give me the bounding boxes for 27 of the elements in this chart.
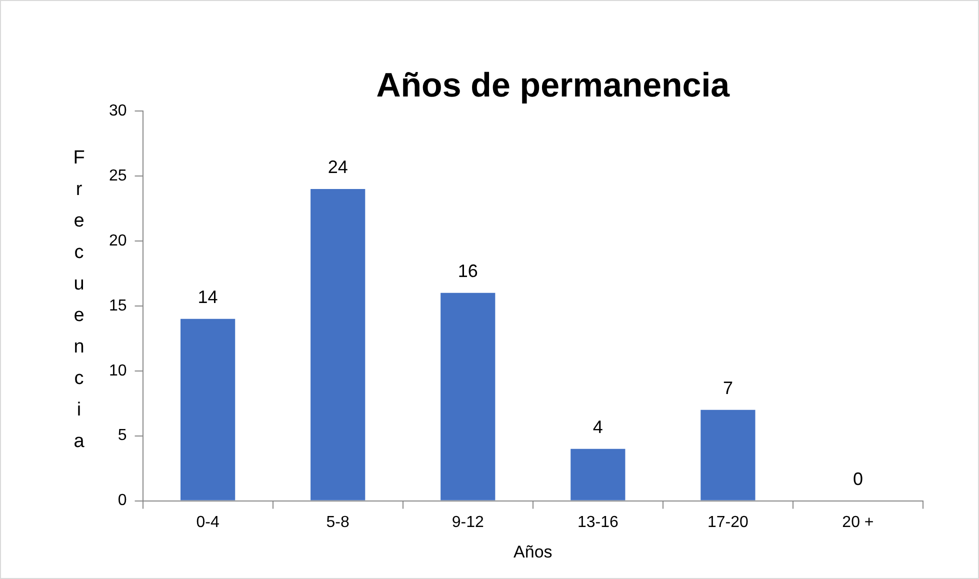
y-tick-label: 10 [109, 362, 127, 380]
x-axis-title: Años [514, 542, 552, 562]
data-label: 0 [852, 468, 863, 489]
y-tick-label: 20 [109, 232, 127, 250]
chart-title: Años de permanencia [376, 66, 731, 104]
x-tick-label: 13-16 [577, 514, 618, 531]
x-tick-label: 9-12 [452, 514, 484, 531]
bar [570, 448, 626, 500]
y-tick-label: 15 [109, 297, 127, 314]
x-tick-label: 0-4 [196, 514, 220, 531]
y-tick-label: 25 [109, 167, 127, 184]
data-label: 4 [592, 416, 603, 437]
bar [310, 188, 366, 500]
text: Frecuencia [73, 147, 85, 452]
x-tick-label: 17-20 [707, 514, 749, 531]
y-tick-label: 30 [109, 102, 127, 120]
y-tick-label: 5 [118, 427, 127, 444]
y-tick-label: 0 [118, 492, 127, 510]
bar [180, 318, 236, 500]
bar [700, 410, 756, 500]
x-tick-label: 20 + [842, 514, 874, 531]
data-label: 24 [328, 156, 348, 177]
x-tick-label: 5-8 [326, 514, 350, 531]
bar [440, 292, 496, 500]
data-label: 16 [458, 260, 478, 281]
data-label: 7 [722, 378, 733, 398]
data-label: 14 [198, 286, 218, 307]
